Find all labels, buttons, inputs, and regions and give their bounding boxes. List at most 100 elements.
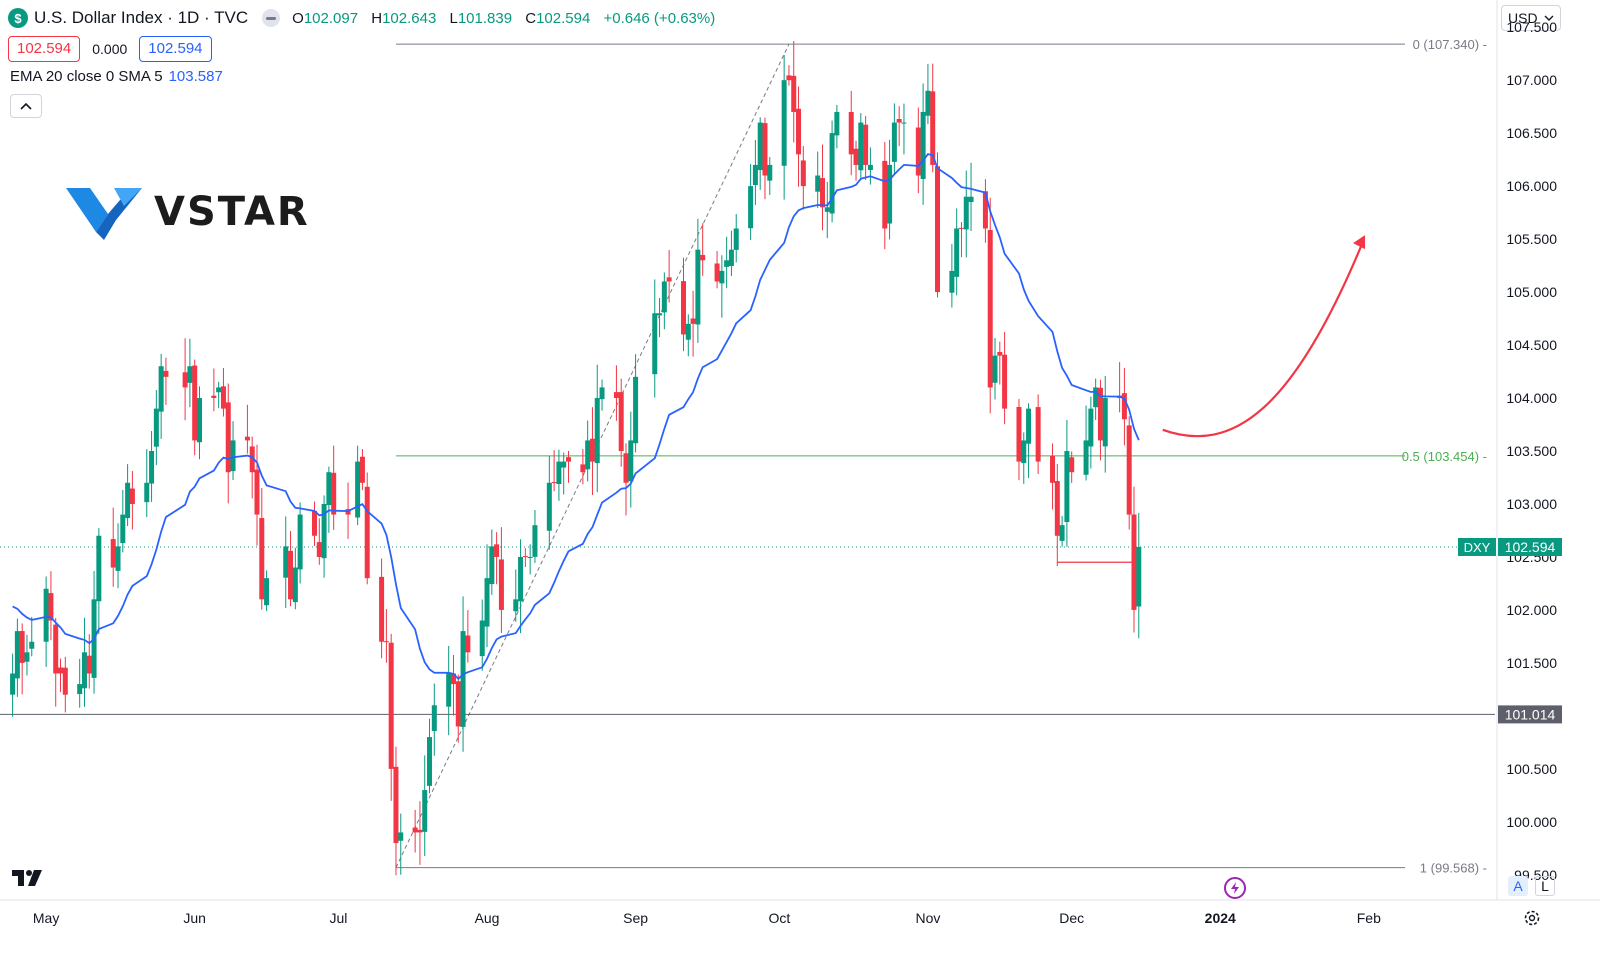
auto-scale-button[interactable]: A	[1508, 876, 1528, 896]
candle-body	[192, 365, 198, 441]
candle	[149, 430, 155, 502]
collapse-legend-button[interactable]	[10, 94, 42, 118]
candle-body	[264, 578, 270, 606]
indicator-value: 103.587	[168, 68, 223, 85]
candle	[882, 141, 888, 250]
vstar-logo-icon	[66, 188, 142, 240]
open-value: 102.097	[303, 9, 359, 27]
fib-level[interactable]: 0 (107.340) -	[395, 37, 1487, 52]
sell-price-button[interactable]: 102.594	[8, 36, 81, 62]
candle-body	[887, 164, 893, 224]
candle	[43, 576, 49, 667]
candle	[359, 448, 365, 491]
vstar-logo-text: VSTAR	[154, 189, 310, 235]
candle	[220, 367, 226, 417]
candle-body	[522, 556, 528, 558]
candle	[417, 801, 423, 865]
indicator-legend[interactable]: EMA 20 close 0 SMA 5 103.587	[10, 68, 223, 85]
buy-price-button[interactable]: 102.594	[139, 36, 212, 62]
candle-body	[867, 164, 873, 170]
tradingview-logo-icon[interactable]	[12, 868, 46, 888]
candle-body	[963, 196, 969, 230]
candle	[580, 448, 586, 485]
market-status-icon[interactable]	[262, 9, 281, 27]
candle-body	[791, 75, 797, 112]
candle	[527, 544, 533, 575]
candle	[1026, 403, 1032, 479]
candle-body	[427, 737, 433, 786]
candle	[752, 140, 758, 205]
candle-body	[618, 392, 624, 451]
chevron-down-icon	[1544, 15, 1554, 21]
time-axis[interactable]: May Jun Jul Aug Sep Oct Nov Dec 2024 Feb	[33, 910, 1381, 926]
candle	[800, 145, 806, 210]
candle	[767, 157, 773, 195]
candle	[331, 445, 337, 530]
candle	[192, 359, 198, 456]
candle	[10, 653, 16, 717]
log-scale-button[interactable]: L	[1535, 876, 1555, 896]
candle	[163, 357, 169, 405]
candle-body	[412, 827, 418, 833]
candle-body	[125, 482, 131, 519]
candle	[920, 83, 926, 205]
low-label: L	[449, 9, 458, 27]
candle-body	[968, 196, 974, 203]
candle-body	[1131, 514, 1137, 610]
ema-line	[12, 153, 1140, 681]
candle-body	[513, 599, 519, 612]
candle-body	[455, 681, 461, 727]
candle-body	[1054, 481, 1060, 536]
candle-body	[316, 542, 322, 557]
candle-body	[417, 829, 423, 833]
candle	[733, 214, 739, 263]
candle	[158, 353, 164, 439]
candle-body	[355, 461, 361, 518]
lightning-icon[interactable]	[1224, 877, 1246, 899]
projection-arrow[interactable]	[1162, 235, 1366, 438]
candle-body	[292, 567, 298, 603]
price-tag-bg	[1498, 537, 1562, 556]
candle-body	[254, 469, 260, 515]
candle	[915, 107, 921, 194]
candle-body	[230, 440, 236, 472]
candle-body	[661, 281, 667, 313]
candle	[925, 63, 931, 125]
currency-selector[interactable]: USD	[1501, 5, 1561, 31]
candle	[182, 338, 188, 421]
candle	[1136, 512, 1142, 639]
candle	[1002, 331, 1008, 425]
candle-body	[556, 461, 562, 484]
candle	[446, 645, 452, 736]
candle-body	[393, 766, 399, 844]
candle-body	[728, 249, 734, 266]
candle	[388, 633, 394, 801]
symbol-tag-label: DXY	[1464, 540, 1491, 555]
candle-body	[388, 642, 394, 769]
candle-body	[484, 578, 490, 627]
current-price-tag: DXY 102.594	[1458, 537, 1562, 556]
symbol-title[interactable]: U.S. Dollar Index · 1D · TVC	[34, 8, 249, 27]
candle-body	[532, 525, 538, 557]
candle	[398, 813, 404, 875]
candle	[465, 610, 471, 663]
candle-body	[546, 482, 552, 531]
candle-body	[19, 631, 25, 663]
gear-icon[interactable]	[1521, 907, 1543, 929]
candle	[848, 90, 854, 176]
candle	[1121, 368, 1127, 446]
candle-body	[589, 438, 595, 462]
candle	[666, 249, 672, 303]
candle	[781, 54, 787, 200]
candle-body	[297, 514, 303, 570]
candle-body	[920, 111, 926, 180]
candle	[115, 523, 121, 589]
y-tick-label: 104.500	[1506, 337, 1557, 353]
price-axis[interactable]: 107.500 107.000 106.500 106.000 105.500 105.0…	[1506, 19, 1557, 883]
close-label: C	[525, 9, 537, 27]
fib-level[interactable]: 1 (99.568) -	[395, 861, 1487, 876]
candle	[14, 618, 20, 697]
candle	[283, 516, 289, 608]
fib-levels[interactable]: 0 (107.340) - 0.5 (103.454) - 1 (99.568) -	[395, 37, 1487, 876]
